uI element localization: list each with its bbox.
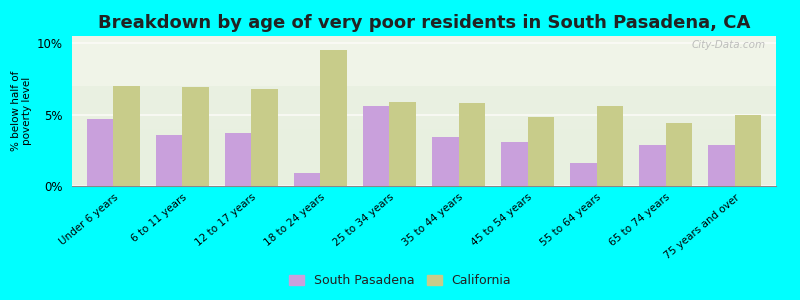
Bar [294, 173, 321, 186]
Bar [72, 86, 776, 129]
Bar [734, 115, 761, 186]
Bar [390, 102, 416, 186]
Bar [87, 119, 114, 186]
Bar [156, 135, 182, 186]
Bar [72, 36, 776, 86]
Bar [639, 145, 666, 186]
Bar [708, 145, 734, 186]
Bar [182, 87, 209, 186]
Bar [251, 89, 278, 186]
Bar [666, 123, 692, 186]
Bar [226, 133, 251, 186]
Text: City-Data.com: City-Data.com [691, 40, 766, 50]
Bar [432, 137, 458, 186]
Bar [114, 86, 140, 186]
Bar [363, 106, 390, 186]
Title: Breakdown by age of very poor residents in South Pasadena, CA: Breakdown by age of very poor residents … [98, 14, 750, 32]
Bar [597, 106, 622, 186]
Bar [458, 103, 485, 186]
Y-axis label: % below half of
poverty level: % below half of poverty level [10, 71, 32, 151]
Bar [502, 142, 527, 186]
Bar [527, 117, 554, 186]
Legend: South Pasadena, California: South Pasadena, California [285, 270, 515, 291]
Bar [321, 50, 346, 186]
Bar [570, 163, 597, 186]
